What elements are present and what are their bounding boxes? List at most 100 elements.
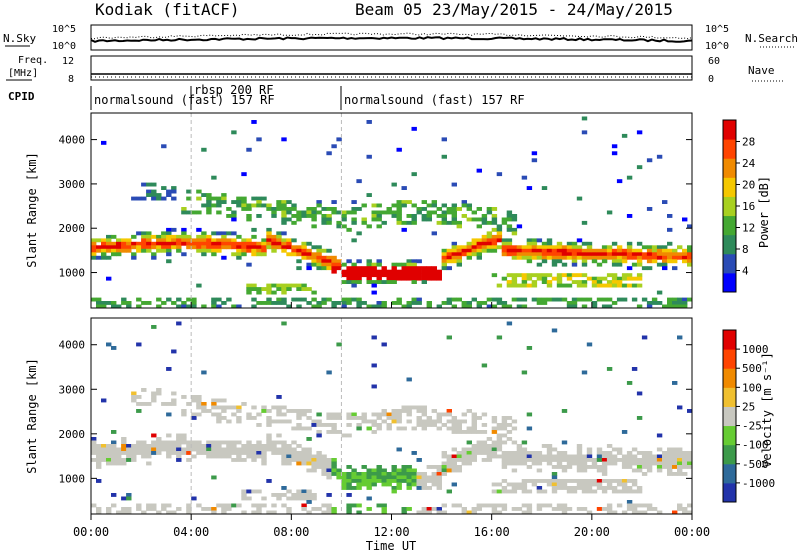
- velocity-colorbar-label: Velocity [m s⁻¹]: [760, 352, 774, 468]
- velocity-cell: [231, 405, 237, 410]
- power-cell: [651, 301, 658, 305]
- noise-left-tick-top: 10^5: [52, 24, 76, 35]
- range-tick-label: 1000: [59, 267, 86, 280]
- velocity-cell: [677, 458, 683, 462]
- velocity-cell: [521, 458, 528, 462]
- velocity-cell: [376, 412, 382, 417]
- velocity-cell: [496, 510, 503, 515]
- power-cell: [336, 210, 342, 215]
- velocity-cell: [366, 482, 372, 487]
- velocity-cell: [211, 402, 217, 406]
- velocity-cell: [296, 416, 302, 420]
- velocity-cell: [396, 416, 402, 420]
- velocity-cell: [566, 507, 573, 511]
- power-cell: [571, 304, 578, 309]
- velocity-cell: [521, 482, 528, 487]
- power-cell: [246, 207, 252, 211]
- power-cell: [611, 276, 618, 281]
- power-cell: [466, 241, 472, 246]
- power-cell: [611, 151, 618, 156]
- velocity-cell: [311, 507, 317, 511]
- velocity-cell: [206, 507, 212, 511]
- velocity-cell: [301, 503, 307, 508]
- power-cell: [356, 231, 362, 236]
- noise-left-label: N.Sky: [3, 32, 36, 45]
- velocity-cell: [136, 503, 142, 508]
- velocity-cell: [136, 409, 142, 413]
- power-cell: [241, 245, 247, 250]
- velocity-cell: [371, 335, 377, 340]
- velocity-cell: [436, 468, 442, 473]
- power-cell: [171, 234, 177, 239]
- velocity-cell: [631, 454, 638, 459]
- velocity-cell: [226, 405, 232, 410]
- power-cell: [551, 259, 558, 264]
- velocity-cell: [461, 454, 467, 459]
- power-cell: [286, 217, 292, 222]
- power-cell: [626, 266, 633, 271]
- power-cell: [506, 214, 513, 218]
- velocity-cell: [136, 447, 142, 452]
- power-cell: [291, 245, 297, 250]
- power-cell: [441, 210, 447, 215]
- range-tick-label: 2000: [59, 222, 86, 235]
- power-cell: [266, 203, 272, 208]
- velocity-cell: [401, 510, 407, 515]
- power-cell: [281, 210, 287, 215]
- power-cell: [441, 266, 447, 271]
- power-cell: [351, 276, 357, 281]
- power-cell: [471, 252, 477, 257]
- velocity-cell: [446, 409, 452, 413]
- velocity-cell: [321, 454, 327, 459]
- velocity-cell: [261, 451, 267, 455]
- velocity-cell: [646, 458, 653, 462]
- power-cell: [351, 238, 357, 243]
- velocity-cell: [361, 475, 367, 480]
- velocity-cell: [667, 461, 673, 466]
- power-cell: [356, 179, 362, 184]
- velocity-cell: [421, 475, 427, 480]
- velocity-cell: [576, 482, 583, 487]
- power-cell: [451, 217, 457, 222]
- power-cell: [667, 304, 673, 309]
- power-cell: [96, 255, 102, 260]
- power-cell: [156, 248, 162, 253]
- power-cell: [151, 245, 157, 250]
- power-cell: [391, 273, 397, 278]
- power-cell: [306, 252, 312, 257]
- colorbar-segment: [723, 330, 736, 350]
- velocity-cell: [156, 510, 162, 515]
- power-cell: [211, 203, 217, 208]
- power-cell: [101, 140, 107, 145]
- velocity-cell: [156, 451, 162, 455]
- velocity-cell: [451, 461, 457, 466]
- colorbar-tick-label: 500: [742, 362, 762, 375]
- velocity-cell: [581, 468, 588, 473]
- power-cell: [181, 301, 187, 305]
- colorbar-tick-label: 100: [742, 381, 762, 394]
- power-cell: [511, 280, 518, 284]
- power-cell: [682, 252, 688, 257]
- velocity-cell: [677, 461, 683, 466]
- velocity-cell: [616, 482, 623, 487]
- power-cell: [221, 301, 227, 305]
- power-cell: [136, 304, 142, 309]
- velocity-cell: [476, 451, 482, 455]
- velocity-cell: [301, 454, 307, 459]
- time-tick-label: 00:00: [674, 525, 710, 539]
- velocity-cell: [291, 493, 297, 497]
- velocity-cell: [171, 349, 177, 354]
- power-cell: [426, 217, 432, 222]
- power-cell: [131, 241, 137, 246]
- velocity-cell: [296, 461, 302, 466]
- velocity-cell: [231, 440, 237, 445]
- velocity-cell: [281, 454, 287, 459]
- velocity-cell: [677, 454, 683, 459]
- velocity-cell: [476, 440, 482, 445]
- velocity-cell: [286, 510, 292, 515]
- power-cell: [621, 297, 628, 302]
- velocity-cell: [101, 398, 107, 403]
- power-cell: [561, 262, 568, 267]
- velocity-cell: [176, 437, 182, 441]
- power-cell: [476, 252, 482, 257]
